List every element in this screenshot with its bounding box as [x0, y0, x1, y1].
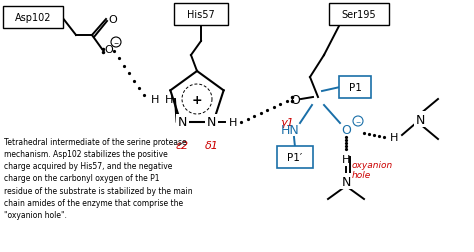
Text: H: H	[229, 117, 237, 127]
Text: O: O	[290, 93, 300, 106]
Text: Tetrahedral intermediate of the serine protease
mechanism. Asp102 stabilizes the: Tetrahedral intermediate of the serine p…	[4, 137, 192, 219]
Text: H: H	[165, 94, 173, 105]
Text: N: N	[415, 113, 425, 126]
FancyBboxPatch shape	[339, 77, 371, 99]
FancyBboxPatch shape	[3, 7, 63, 29]
Text: −: −	[356, 119, 361, 124]
Text: O: O	[108, 15, 117, 25]
FancyBboxPatch shape	[174, 4, 228, 26]
Text: P1′: P1′	[287, 152, 302, 162]
Text: −: −	[113, 40, 118, 45]
Text: O: O	[104, 45, 113, 55]
Text: N: N	[178, 116, 187, 129]
Text: Ser195: Ser195	[342, 10, 376, 20]
Text: +: +	[191, 93, 202, 106]
Text: δ1: δ1	[204, 140, 219, 150]
FancyBboxPatch shape	[329, 4, 389, 26]
FancyBboxPatch shape	[277, 146, 313, 168]
Text: ε2: ε2	[176, 140, 189, 150]
Text: hole: hole	[352, 171, 371, 180]
Text: P1: P1	[348, 83, 362, 93]
Text: Asp102: Asp102	[15, 13, 51, 23]
Text: HN: HN	[281, 123, 300, 136]
Text: N: N	[341, 175, 351, 188]
Text: oxyanion: oxyanion	[352, 160, 393, 169]
Text: H: H	[151, 94, 159, 105]
Text: O: O	[341, 123, 351, 136]
Text: His57: His57	[187, 10, 215, 20]
Text: H: H	[390, 133, 398, 142]
Text: γ1: γ1	[280, 117, 294, 128]
Text: H: H	[342, 154, 350, 164]
Text: N: N	[207, 116, 216, 129]
